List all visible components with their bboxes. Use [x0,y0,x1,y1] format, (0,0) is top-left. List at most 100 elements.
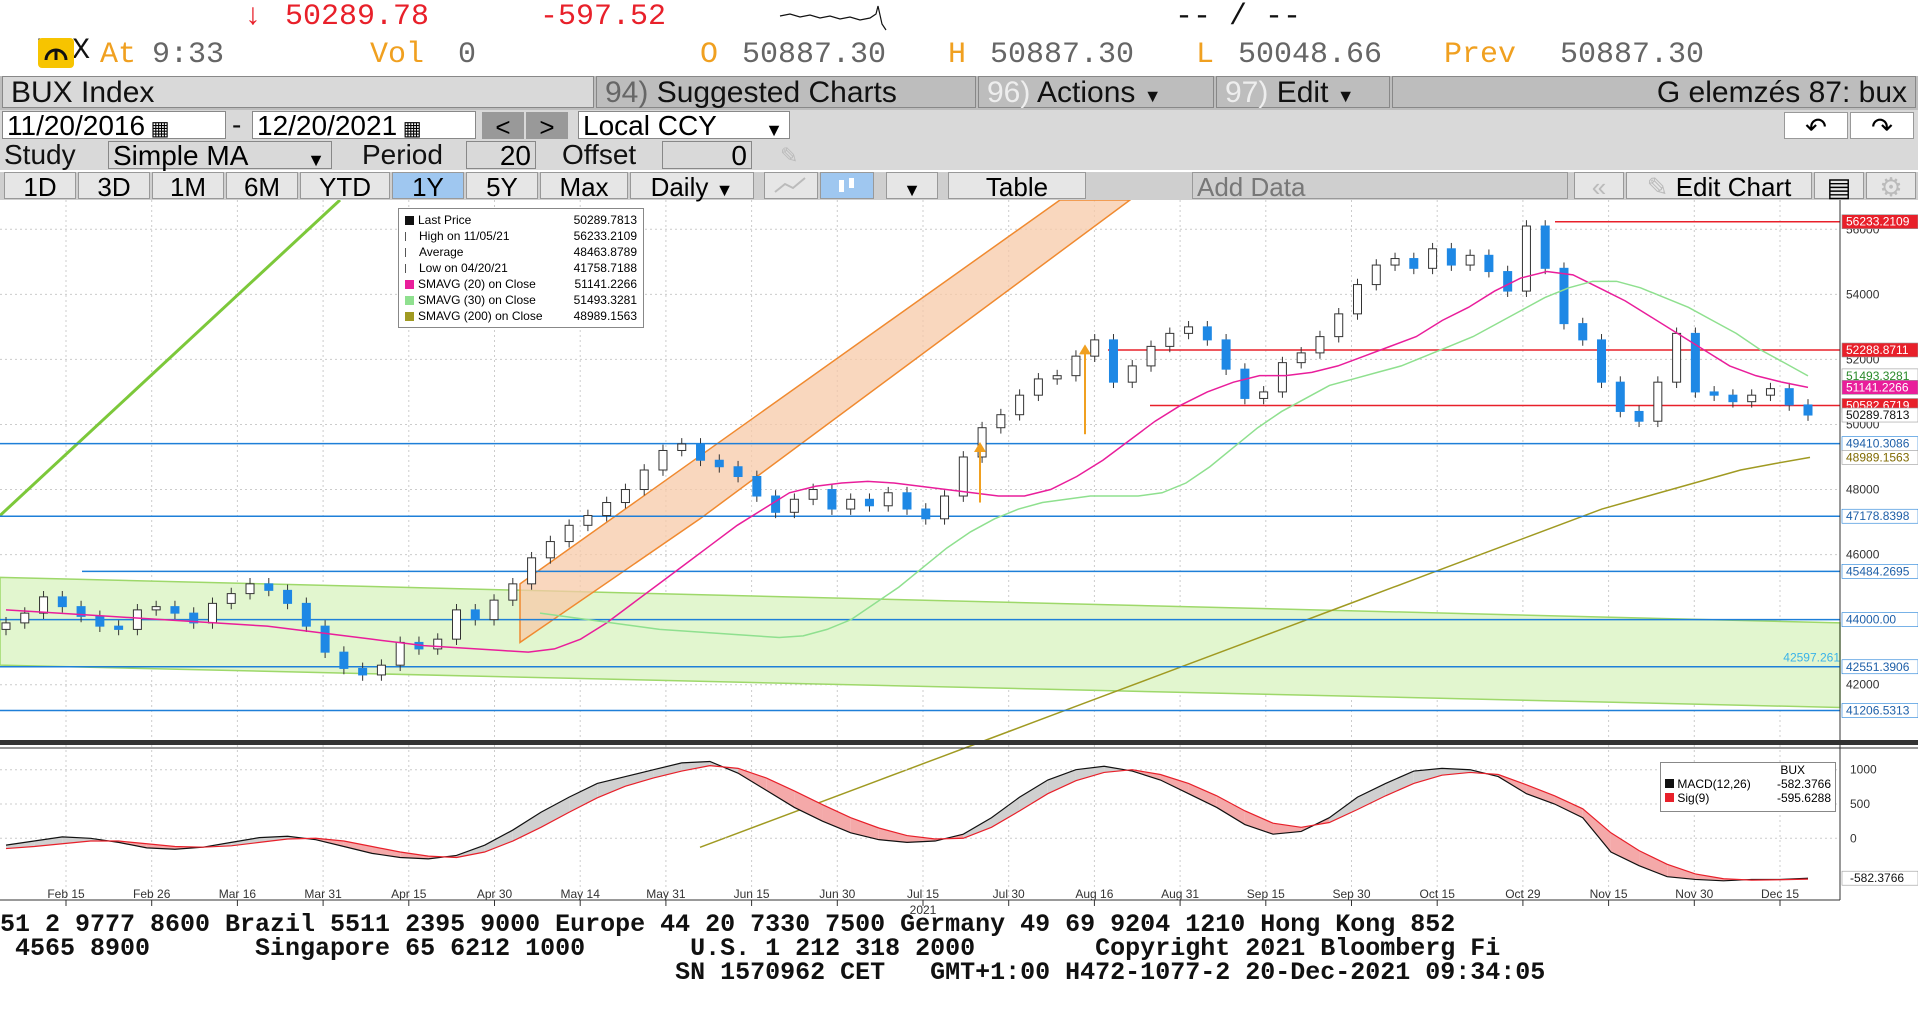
candle-chart-icon[interactable] [820,172,874,199]
period-input[interactable]: 20 [466,141,536,170]
macd-tick-label: 0 [1850,831,1857,845]
caret-down-icon: ▼ [765,120,783,140]
gear-icon[interactable]: ⚙ [1866,172,1916,201]
end-date-field[interactable]: 12/20/2021 ▦ [252,111,476,140]
gauge-icon[interactable] [38,38,74,68]
candle-body [1371,264,1381,286]
study-select[interactable]: Simple MA ▼ [108,141,332,170]
level-tag-label: 44000.00 [1846,613,1896,627]
sma200-line [699,456,1811,849]
macd-last-label: -582.3766 [1850,871,1904,885]
candle-body [1108,339,1118,383]
candle-body [1709,391,1719,396]
next-period-button[interactable]: > [526,112,568,141]
range-button-1d[interactable]: 1D [4,172,76,201]
candle-body [95,615,105,627]
candle-body [1071,355,1081,377]
candle-body [76,606,86,617]
candle-body [132,609,142,630]
collapse-icon[interactable]: « [1574,172,1624,201]
candle-body [283,589,293,604]
range-button-max[interactable]: Max [540,172,628,201]
x-tick-label: Jun 15 [734,887,770,901]
level-tag-label: 45484.2695 [1846,564,1910,578]
candle-body [20,612,30,624]
chart-type-dropdown[interactable]: ▼ [886,172,938,200]
macd-fill [1188,783,1217,808]
candle-body [1446,248,1456,266]
prev-period-button[interactable]: < [482,112,524,141]
candle-body [1578,323,1588,341]
macd-fill [343,841,373,854]
level-tag [1841,612,1918,627]
candle-body [1653,381,1663,422]
legend-label: SMAVG (20) on Close [418,277,536,291]
legend-label: Last Price [418,213,472,227]
currency-select[interactable]: Local CCY ▼ [578,111,790,140]
macd-fill [231,837,260,846]
open-price: 50887.30 [742,38,887,72]
x-tick-label: Oct 29 [1505,887,1541,901]
period-label: Period [362,139,443,170]
bid-ask: -- / -- [1175,0,1302,34]
range-button-1y[interactable]: 1Y [392,172,464,201]
level-tag-label: 52288.8711 [1846,343,1909,357]
range-button-1m[interactable]: 1M [152,172,224,201]
macd-fill [1244,810,1274,835]
suggested-charts-button[interactable]: 94) Suggested Charts [596,76,976,109]
macd-fill [681,761,710,772]
start-date-field[interactable]: 11/20/2016 ▦ [2,111,226,140]
range-button-ytd[interactable]: YTD [300,172,390,201]
candle-body [114,625,124,630]
level-tag-label: 41206.5313 [1846,704,1910,718]
square-black-icon [405,216,414,226]
x-tick-label: Nov 15 [1590,887,1628,901]
offset-label: Offset [562,139,637,170]
edit-menu[interactable]: 97) Edit ▼ [1216,76,1390,109]
line-chart-icon[interactable] [764,172,818,199]
range-button-6m[interactable]: 6M [226,172,298,201]
macd-fill [1019,780,1048,811]
candle-body [827,489,837,510]
quote-time: 9:33 [152,38,225,72]
macd-fill [625,769,654,787]
macd-fill [400,852,429,859]
offset-input[interactable]: 0 [662,141,752,170]
candle-body [1559,267,1569,325]
calendar-icon[interactable]: ▦ [145,118,170,140]
x-tick-label: Apr 15 [391,887,427,901]
macd-fill [1047,769,1076,794]
range-button-5y[interactable]: 5Y [466,172,538,201]
green-channel [0,576,1841,709]
macd-fill [1441,768,1471,776]
square-lightgreen-icon [405,296,414,306]
candle-body [696,443,706,461]
candle-body [583,515,593,526]
chart-settings-icon[interactable]: ▤ [1814,172,1864,201]
range-button-3d[interactable]: 3D [78,172,150,201]
table-button[interactable]: Table [948,172,1086,201]
high-tick-icon [405,232,415,242]
x-tick-label: Mar 16 [219,887,257,901]
frequency-select[interactable]: Daily ▼ [630,172,754,201]
pencil-icon[interactable]: ✎ [780,143,799,168]
legend-row: High on 11/05/21 56233.2109 [405,229,637,244]
y-tick-label: 48000 [1846,483,1880,497]
candle-body [846,498,856,510]
legend-row: Average 48463.8789 [405,245,637,260]
candle-body [602,502,612,517]
candle-body [1090,339,1100,357]
undo-icon[interactable]: ↶ [1784,112,1848,141]
redo-icon[interactable]: ↷ [1850,112,1914,141]
add-data-input[interactable]: Add Data [1192,172,1568,201]
square-magenta-icon [405,280,414,290]
candle-body [1015,394,1025,416]
calendar-icon[interactable]: ▦ [397,118,422,140]
macd-fill [794,790,823,822]
edit-chart-button[interactable]: ✎ Edit Chart [1626,172,1812,201]
candle-body [1184,326,1194,334]
candle-body [1765,388,1775,396]
level-tag-label: 49410.3086 [1846,437,1910,451]
candle-body [1634,410,1644,422]
actions-menu[interactable]: 96) Actions ▼ [978,76,1214,109]
